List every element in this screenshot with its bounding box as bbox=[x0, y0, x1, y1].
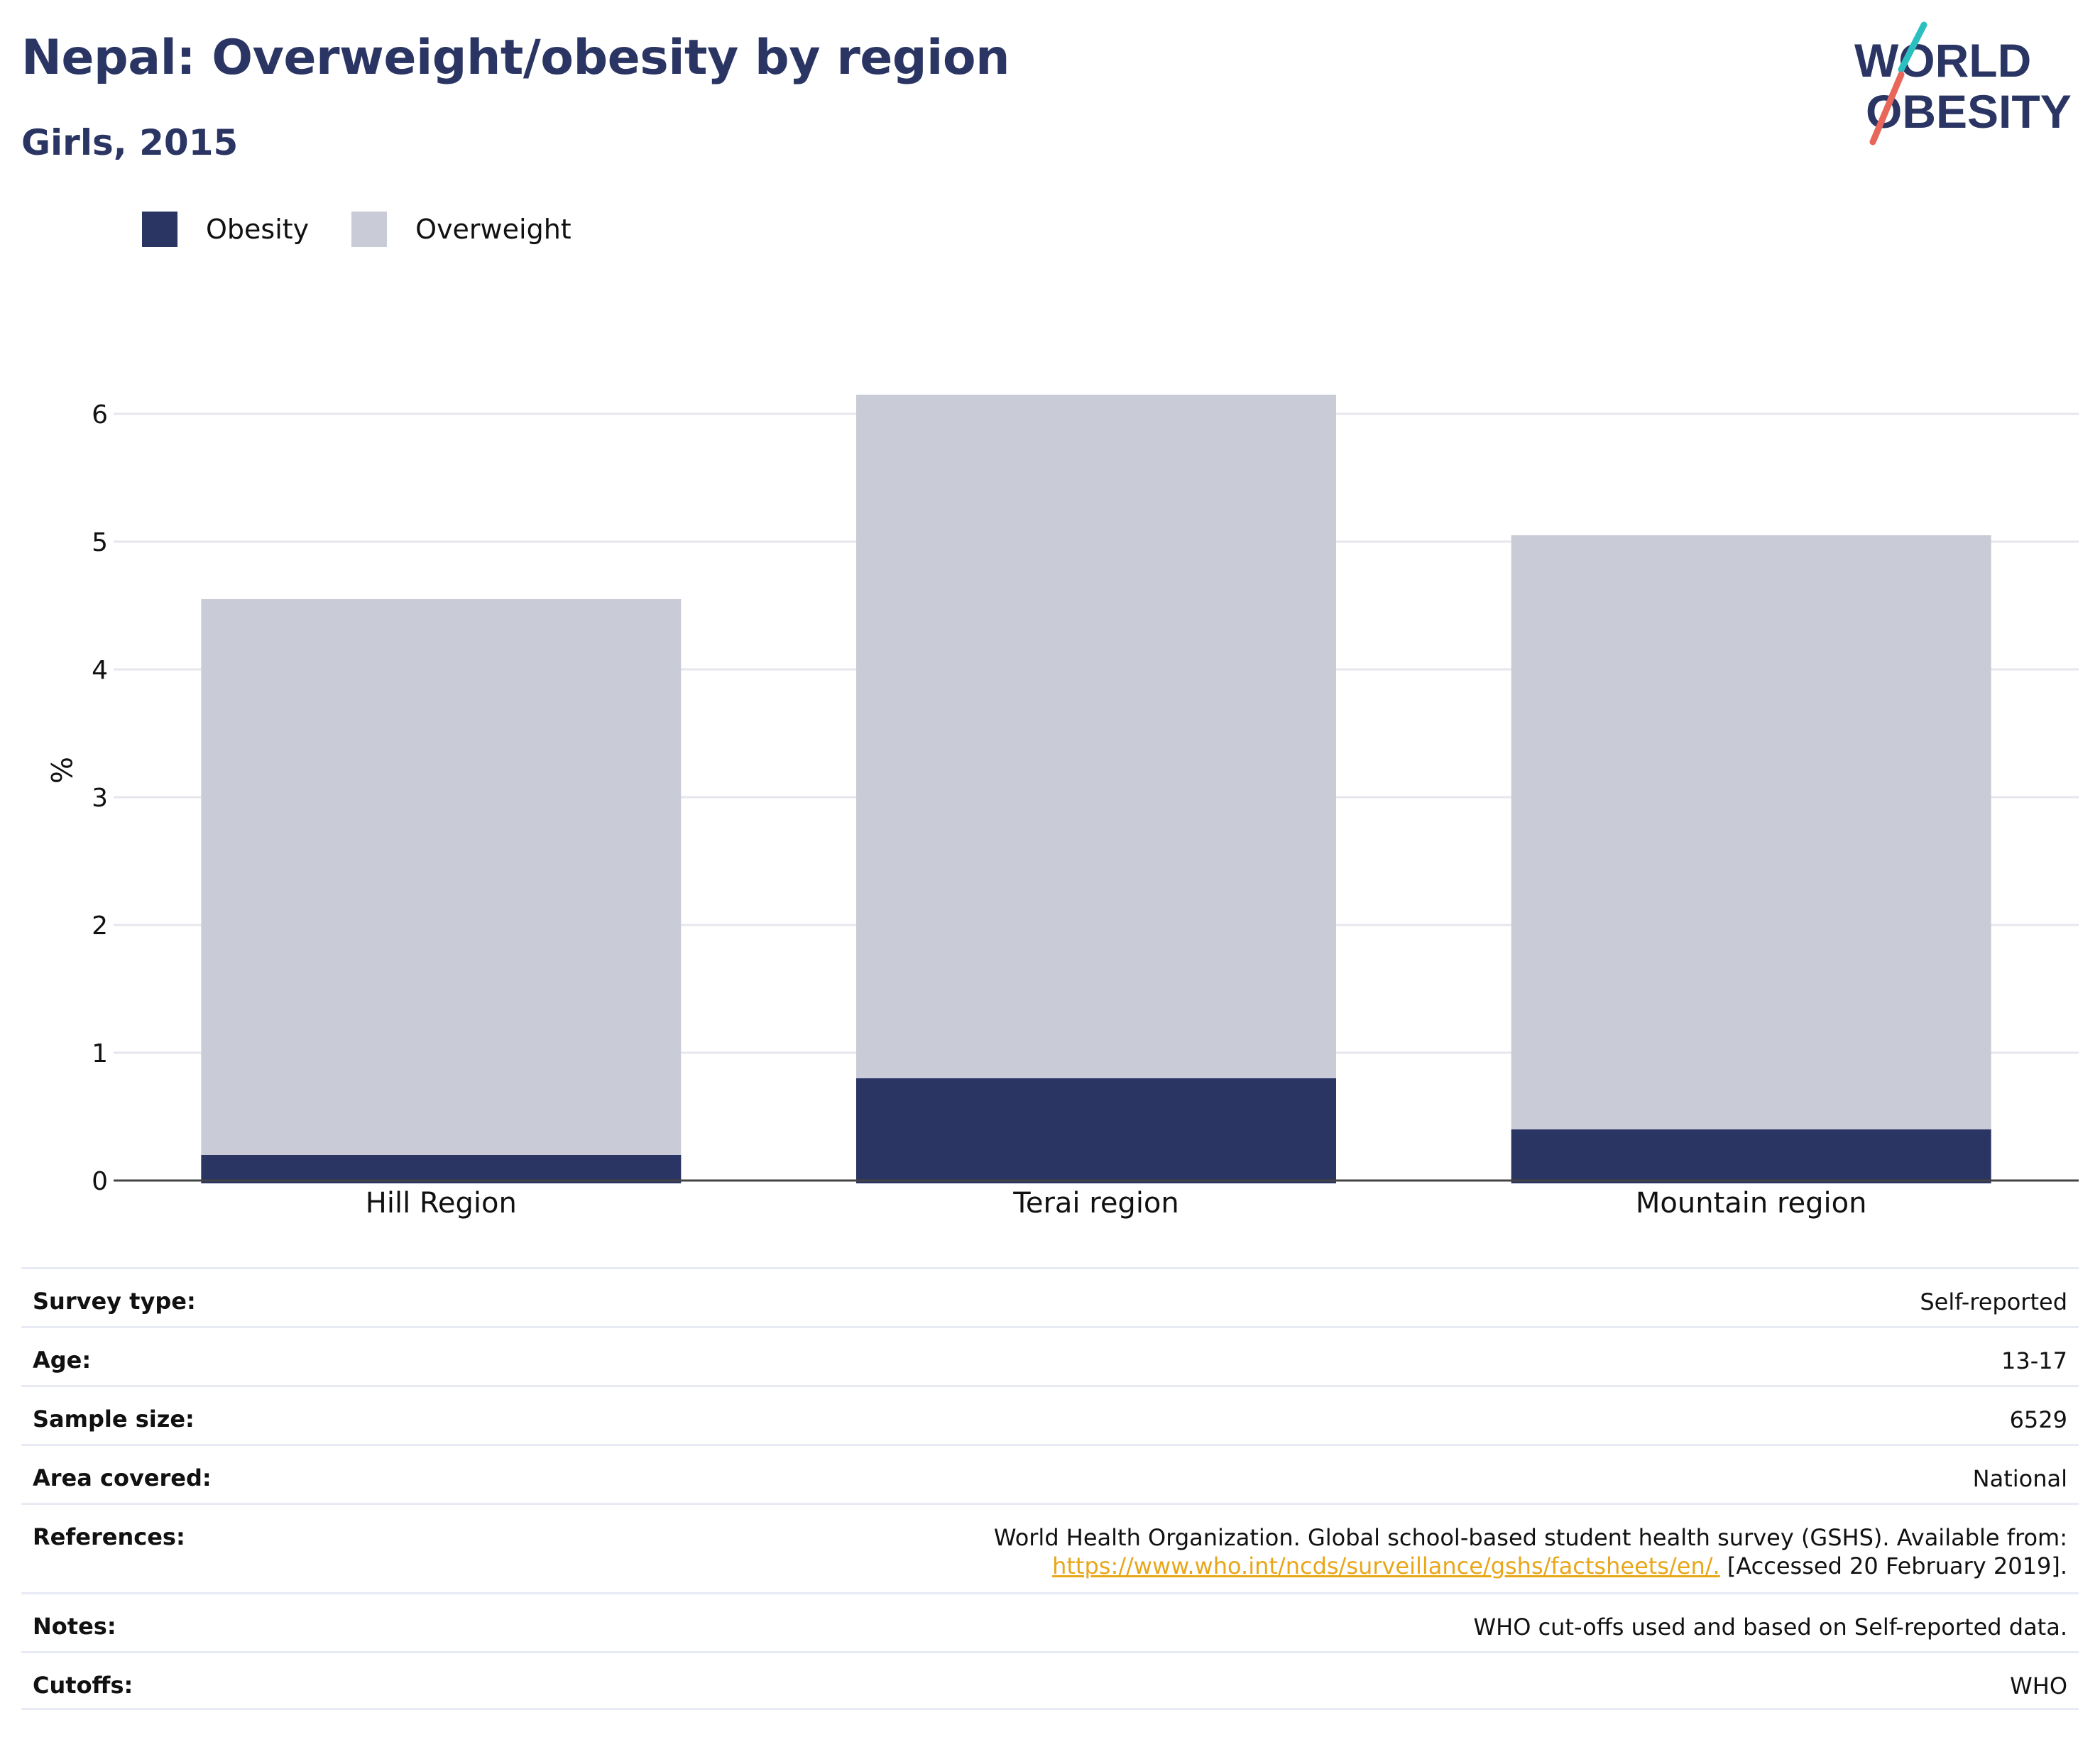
y-axis-label: % bbox=[44, 757, 77, 784]
legend-swatch-overweight bbox=[351, 212, 388, 247]
age-value: 13-17 bbox=[2001, 1347, 2067, 1374]
info-row-area-covered: Area covered: National bbox=[21, 1444, 2079, 1503]
bar-obesity-terai-region bbox=[856, 1078, 1336, 1183]
references-accessed: [Accessed 20 February 2019]. bbox=[1727, 1552, 2067, 1579]
legend-swatch-obesity bbox=[142, 212, 177, 247]
references-text: World Health Organization. Global school… bbox=[993, 1524, 2067, 1551]
sample-size-value: 6529 bbox=[2009, 1406, 2067, 1433]
chart-subtitle: Girls, 2015 bbox=[21, 122, 239, 163]
logo-text-world: WORLD bbox=[1854, 34, 2031, 87]
y-tick-label-3: 3 bbox=[92, 784, 108, 813]
bar-overweight-mountain-region bbox=[1511, 535, 1991, 1129]
references-link[interactable]: https://www.who.int/ncds/surveillance/gs… bbox=[1052, 1552, 1720, 1579]
cutoffs-value: WHO bbox=[2010, 1672, 2067, 1699]
survey-info-table: Survey type: Self-reported Age: 13-17 Sa… bbox=[21, 1267, 2079, 1710]
bar-obesity-mountain-region bbox=[1511, 1129, 1991, 1183]
info-row-sample-size: Sample size: 6529 bbox=[21, 1385, 2079, 1444]
chart-legend: Obesity Overweight bbox=[142, 209, 614, 249]
area-covered-value: National bbox=[1972, 1465, 2067, 1492]
x-tick-label-mountain-region: Mountain region bbox=[1636, 1187, 1867, 1220]
y-tick-label-1: 1 bbox=[92, 1039, 108, 1068]
info-row-survey-type: Survey type: Self-reported bbox=[21, 1267, 2079, 1326]
legend-item-obesity[interactable]: Obesity bbox=[142, 212, 309, 247]
bar-chart: 0 1 2 3 4 5 6% Hill Region Terai region Mountain … bbox=[44, 395, 2079, 1220]
y-tick-label-5: 5 bbox=[92, 528, 108, 557]
logo-slash-bottom bbox=[1869, 71, 1905, 146]
legend-label-overweight: Overweight bbox=[415, 214, 572, 245]
legend-label-obesity: Obesity bbox=[206, 214, 310, 245]
world-obesity-logo[interactable]: WORLD OBESITY bbox=[1846, 21, 2080, 149]
y-tick-label-2: 2 bbox=[92, 911, 108, 941]
y-tick-label-4: 4 bbox=[92, 656, 108, 685]
notes-label: Notes: bbox=[33, 1613, 116, 1640]
info-row-notes: Notes: WHO cut-offs used and based on Se… bbox=[21, 1592, 2079, 1651]
references-label: References: bbox=[33, 1523, 185, 1550]
references-value: World Health Organization. Global school… bbox=[994, 1505, 2067, 1580]
y-tick-label-6: 6 bbox=[92, 400, 108, 429]
bar-obesity-hill-region bbox=[201, 1155, 682, 1183]
legend-item-overweight[interactable]: Overweight bbox=[351, 212, 572, 247]
logo-text-obesity: OBESITY bbox=[1866, 85, 2072, 138]
x-tick-label-terai-region: Terai region bbox=[1012, 1187, 1179, 1220]
logo-slash-top bbox=[1898, 21, 1927, 73]
x-tick-label-hill-region: Hill Region bbox=[366, 1187, 517, 1220]
survey-type-label: Survey type: bbox=[33, 1288, 196, 1315]
y-tick-label-0: 0 bbox=[92, 1167, 108, 1196]
sample-size-label: Sample size: bbox=[33, 1406, 195, 1433]
cutoffs-label: Cutoffs: bbox=[33, 1672, 133, 1699]
age-label: Age: bbox=[33, 1347, 92, 1374]
info-row-age: Age: 13-17 bbox=[21, 1326, 2079, 1385]
info-row-cutoffs: Cutoffs: WHO bbox=[21, 1651, 2079, 1710]
area-covered-label: Area covered: bbox=[33, 1464, 212, 1491]
notes-value: WHO cut-offs used and based on Self-repo… bbox=[1473, 1614, 2068, 1641]
bar-overweight-terai-region bbox=[856, 395, 1336, 1078]
info-row-references: References: World Health Organization. G… bbox=[21, 1503, 2079, 1592]
survey-type-value: Self-reported bbox=[1920, 1288, 2067, 1315]
bar-overweight-hill-region bbox=[201, 599, 682, 1155]
chart-title: Nepal: Overweight/obesity by region bbox=[21, 30, 1010, 86]
